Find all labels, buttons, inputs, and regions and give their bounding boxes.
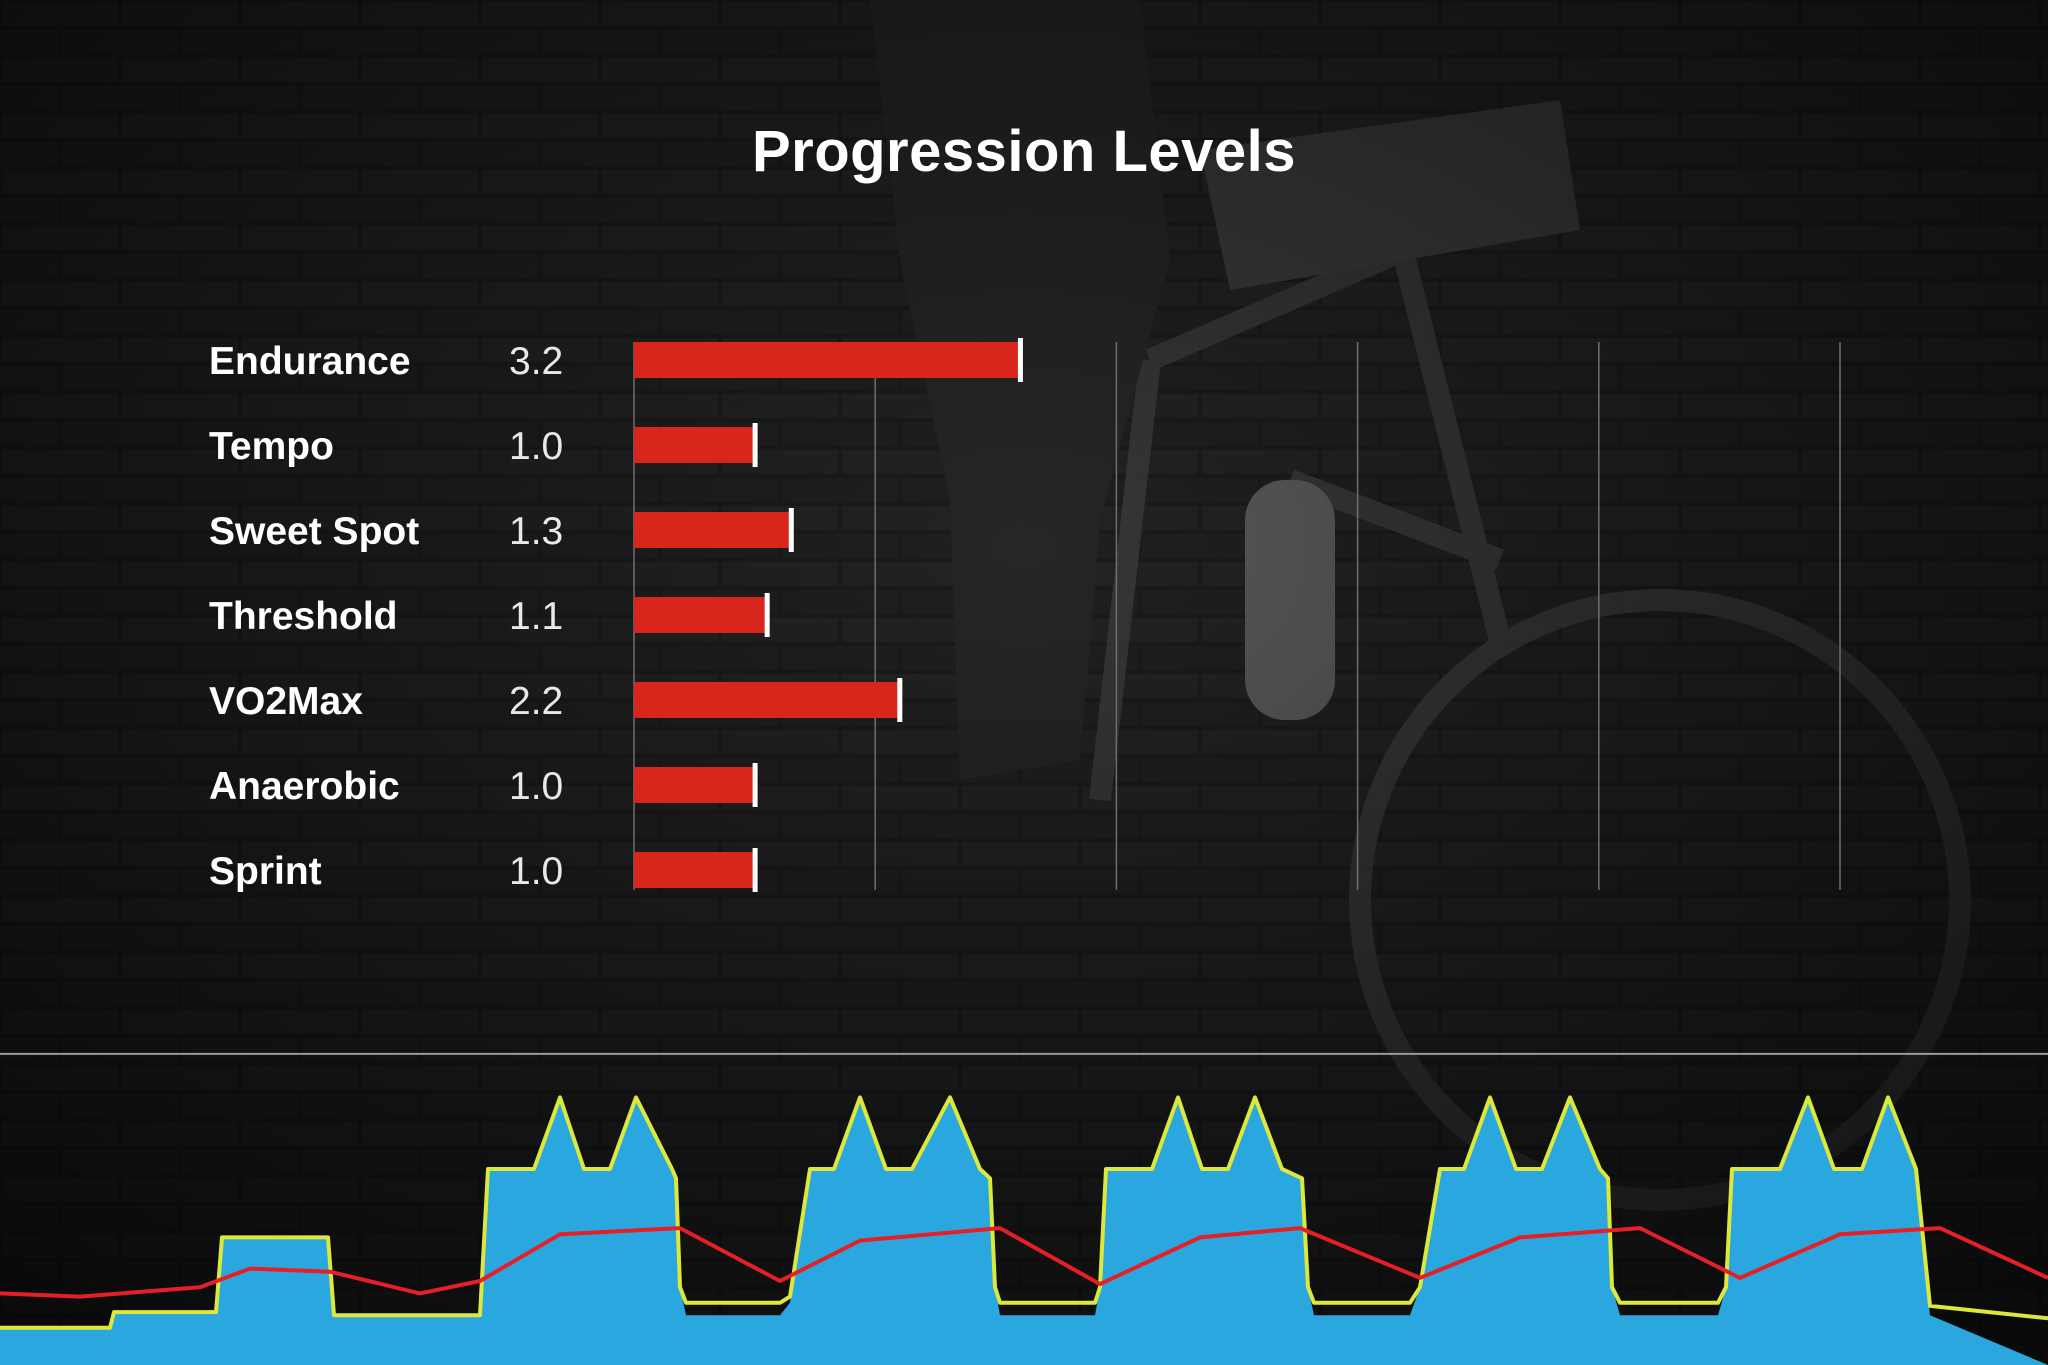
- bar-chart-bars: [634, 338, 1023, 892]
- value-label: 1.3: [509, 510, 563, 553]
- bar: [634, 767, 755, 803]
- category-label: Anaerobic: [209, 765, 400, 808]
- value-label: 2.2: [509, 680, 563, 723]
- bar-end-marker: [764, 593, 770, 637]
- value-label: 1.0: [509, 425, 563, 468]
- power-profile-series: [0, 1052, 2048, 1365]
- bar-end-marker: [752, 848, 758, 892]
- category-label: Threshold: [209, 595, 398, 638]
- value-label: 1.0: [509, 850, 563, 893]
- bar-end-marker: [752, 763, 758, 807]
- bar: [634, 427, 755, 463]
- bar-end-marker: [788, 508, 794, 552]
- bar-end-marker: [1017, 338, 1023, 382]
- bar-end-marker: [752, 423, 758, 467]
- value-label: 3.2: [509, 340, 563, 383]
- bar: [634, 852, 755, 888]
- chart-title: Progression Levels: [751, 119, 1297, 184]
- category-label: Sprint: [209, 850, 322, 893]
- bar: [634, 597, 767, 633]
- bar-chart-gridlines: [633, 342, 1841, 890]
- heart-rate-line: [0, 1226, 2048, 1299]
- bar-chart-labels: Endurance 3.2 Tempo 1.0 Sweet Spot 1.3 Thresho…: [209, 340, 563, 893]
- category-label: Endurance: [209, 340, 411, 383]
- category-label: Tempo: [209, 425, 334, 468]
- value-label: 1.1: [509, 595, 563, 638]
- bar: [634, 342, 1020, 378]
- bar-end-marker: [897, 678, 903, 722]
- power-area: [0, 1097, 2048, 1365]
- category-label: Sweet Spot: [209, 510, 419, 553]
- category-label: VO2Max: [209, 680, 363, 723]
- value-label: 1.0: [509, 765, 563, 808]
- power-line: [0, 1095, 2048, 1330]
- bar: [634, 512, 791, 548]
- bar: [634, 682, 900, 718]
